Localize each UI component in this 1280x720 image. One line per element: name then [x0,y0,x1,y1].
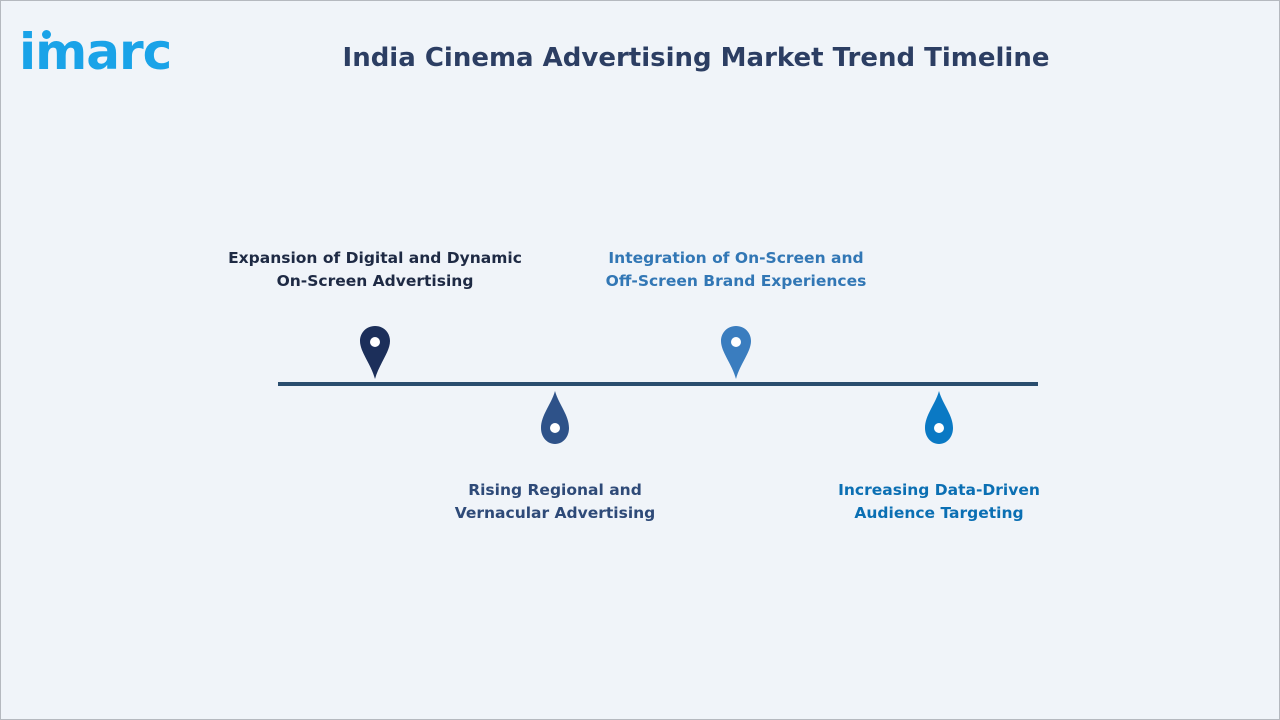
milestone-label-1: Expansion of Digital and Dynamic On-Scre… [225,247,525,293]
drop-pin-shape [541,391,569,444]
milestone-label-2: Rising Regional and Vernacular Advertisi… [405,479,705,525]
timeline-line [278,382,1038,386]
map-pin-icon [721,326,751,379]
milestone-label-3-line1: Integration of On-Screen and [608,249,864,267]
milestone-label-1-line1: Expansion of Digital and Dynamic [228,249,522,267]
milestone-label-4-line1: Increasing Data-Driven [838,481,1040,499]
milestone-label-1-line2: On-Screen Advertising [276,272,474,290]
map-pin-hole [731,337,741,347]
drop-pin-shape [925,391,953,444]
drop-pin-icon [541,391,569,444]
logo-text: imarc [19,23,172,81]
page-title: India Cinema Advertising Market Trend Ti… [342,43,1050,73]
milestone-label-3-line2: Off-Screen Brand Experiences [605,272,867,290]
milestone-label-3: Integration of On-Screen and Off-Screen … [586,247,886,293]
map-pin-shape [360,326,390,379]
map-pin-icon [360,326,390,379]
milestone-label-4-line2: Audience Targeting [854,504,1024,522]
milestone-label-4: Increasing Data-Driven Audience Targetin… [789,479,1089,525]
drop-pin-hole [550,423,560,433]
drop-pin-hole [934,423,944,433]
drop-pin-icon [925,391,953,444]
map-pin-hole [370,337,380,347]
map-pin-shape [721,326,751,379]
logo-dot [42,30,51,39]
imarc-logo [19,15,209,81]
milestone-label-2-line2: Vernacular Advertising [454,504,656,522]
milestone-label-2-line1: Rising Regional and [468,481,642,499]
